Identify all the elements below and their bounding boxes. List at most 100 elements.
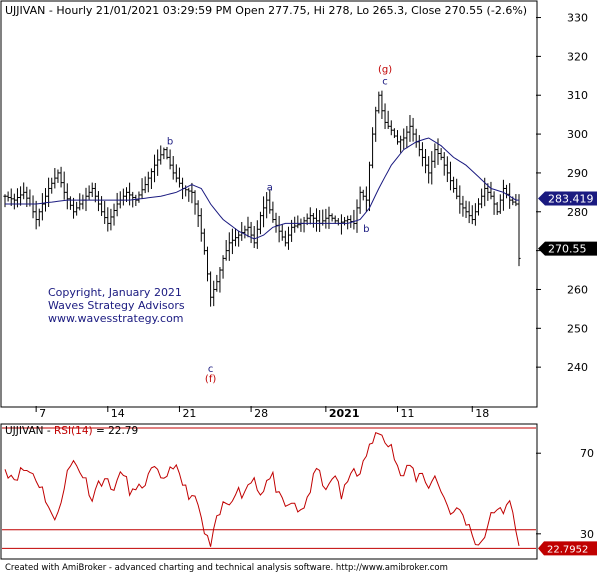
ohlc-bar xyxy=(224,240,228,261)
date-x-tick-label: 18 xyxy=(475,407,489,420)
ohlc-bar xyxy=(417,135,421,157)
ohlc-bar xyxy=(442,152,446,176)
ohlc-bar xyxy=(361,189,365,201)
ohlc-bar xyxy=(430,151,434,185)
ohlc-bar xyxy=(137,191,141,203)
ohlc-bar xyxy=(408,115,412,142)
ohlc-bar xyxy=(377,91,381,114)
ohlc-bar xyxy=(243,225,247,239)
ohlc-bar xyxy=(498,194,502,214)
ohlc-bar xyxy=(464,200,468,219)
ohlc-bar xyxy=(187,187,191,202)
wave-label: c xyxy=(382,77,388,88)
ohlc-bar xyxy=(3,194,7,208)
ohlc-bar xyxy=(168,149,172,170)
wave-label: b xyxy=(363,224,369,235)
ohlc-bar xyxy=(71,197,76,219)
ohlc-bar xyxy=(174,164,178,183)
ohlc-bar xyxy=(90,182,94,198)
rsi-panel: 30 70 UJJIVAN - RSI(14) = 22.79 22.7952 xyxy=(0,423,597,560)
rsi-y-tick-label: 70 xyxy=(580,447,594,460)
ohlc-bar xyxy=(355,199,359,233)
ohlc-bar xyxy=(364,186,368,212)
ohlc-bar xyxy=(402,128,406,150)
rsi-plot-frame xyxy=(0,423,538,560)
wave-label: b xyxy=(167,137,173,148)
ohlc-bar xyxy=(6,191,10,202)
rsi-title-prefix: UJJIVAN - xyxy=(5,425,54,437)
ohlc-bar xyxy=(96,191,101,212)
ohlc-bar xyxy=(156,149,160,176)
price-y-tick-label: 330 xyxy=(567,12,588,25)
ohlc-bar xyxy=(255,220,259,249)
ohlc-bar xyxy=(68,196,73,210)
ma-value-badge: 283.419 xyxy=(538,191,597,206)
ma-badge-text: 283.419 xyxy=(548,193,594,206)
rsi-badge-value: 22.79 xyxy=(547,544,576,555)
date-x-tick-label: 2021 xyxy=(329,407,360,420)
ohlc-bar xyxy=(12,193,16,210)
ohlc-bar xyxy=(445,156,449,183)
ohlc-bar xyxy=(423,148,428,174)
price-y-tick-label: 240 xyxy=(567,361,588,374)
ohlc-bar xyxy=(439,148,443,161)
date-x-tick-label: 7 xyxy=(39,407,46,420)
ohlc-bar xyxy=(140,178,144,200)
ohlc-bar xyxy=(237,230,241,247)
ohlc-bar xyxy=(43,188,48,212)
ohlc-bar xyxy=(349,215,353,228)
ohlc-bar xyxy=(162,147,166,160)
price-plot-frame xyxy=(0,0,538,408)
ohlc-bar xyxy=(246,216,250,238)
date-x-tick-label: 21 xyxy=(182,407,196,420)
ohlc-bar xyxy=(159,145,163,165)
price-chart-title: UJJIVAN - Hourly 21/01/2021 03:29:59 PM … xyxy=(5,4,527,17)
ohlc-bar xyxy=(286,226,291,250)
ohlc-bar xyxy=(358,186,362,214)
ohlc-bar xyxy=(134,194,138,207)
ohlc-bar xyxy=(258,211,263,235)
ohlc-bar xyxy=(293,216,297,233)
ohlc-bar xyxy=(202,228,206,255)
ohlc-bar xyxy=(149,168,154,189)
ohlc-bar xyxy=(327,206,331,229)
ohlc-bar xyxy=(146,171,150,193)
ohlc-bar xyxy=(476,198,481,216)
ohlc-bar xyxy=(103,201,107,224)
rsi-title-indicator: RSI(14) xyxy=(54,425,93,437)
ohlc-bar xyxy=(128,182,132,206)
date-x-tick-label: 11 xyxy=(401,407,415,420)
ohlc-bar xyxy=(143,176,147,194)
ohlc-bar xyxy=(495,202,499,215)
ohlc-bar xyxy=(480,188,484,209)
ohlc-bar xyxy=(22,182,26,200)
ohlc-bar xyxy=(265,192,269,219)
ohlc-bar xyxy=(37,208,41,227)
ohlc-bar xyxy=(106,207,110,232)
ohlc-bar xyxy=(268,189,272,214)
ohlc-bar xyxy=(314,208,319,232)
ohlc-bar xyxy=(261,196,266,228)
price-y-tick-label: 300 xyxy=(567,128,588,141)
ohlc-bar xyxy=(489,181,493,200)
ohlc-bar xyxy=(221,255,225,279)
date-x-tick-label: 14 xyxy=(111,407,125,420)
ohlc-bar xyxy=(427,156,431,184)
rsi-title-value: = 22.79 xyxy=(93,425,139,437)
ohlc-bar xyxy=(50,177,54,194)
ohlc-bar xyxy=(233,228,238,247)
price-y-tick-label: 250 xyxy=(567,322,588,335)
ohlc-bar xyxy=(395,130,400,145)
rsi-title: UJJIVAN - RSI(14) = 22.79 xyxy=(5,425,138,437)
ohlc-bar xyxy=(34,200,38,230)
ohlc-bar xyxy=(374,106,378,142)
ohlc-bar xyxy=(78,193,82,211)
ohlc-bar xyxy=(152,154,157,183)
ohlc-bar xyxy=(274,212,278,233)
ohlc-bar xyxy=(218,267,222,293)
ma-badge-shape xyxy=(538,191,597,206)
ohlc-bar xyxy=(501,179,506,211)
rsi-badge-suffix: 52 xyxy=(576,544,589,555)
ohlc-bar xyxy=(212,280,216,307)
rsi-y-tick-label: 30 xyxy=(580,528,594,541)
